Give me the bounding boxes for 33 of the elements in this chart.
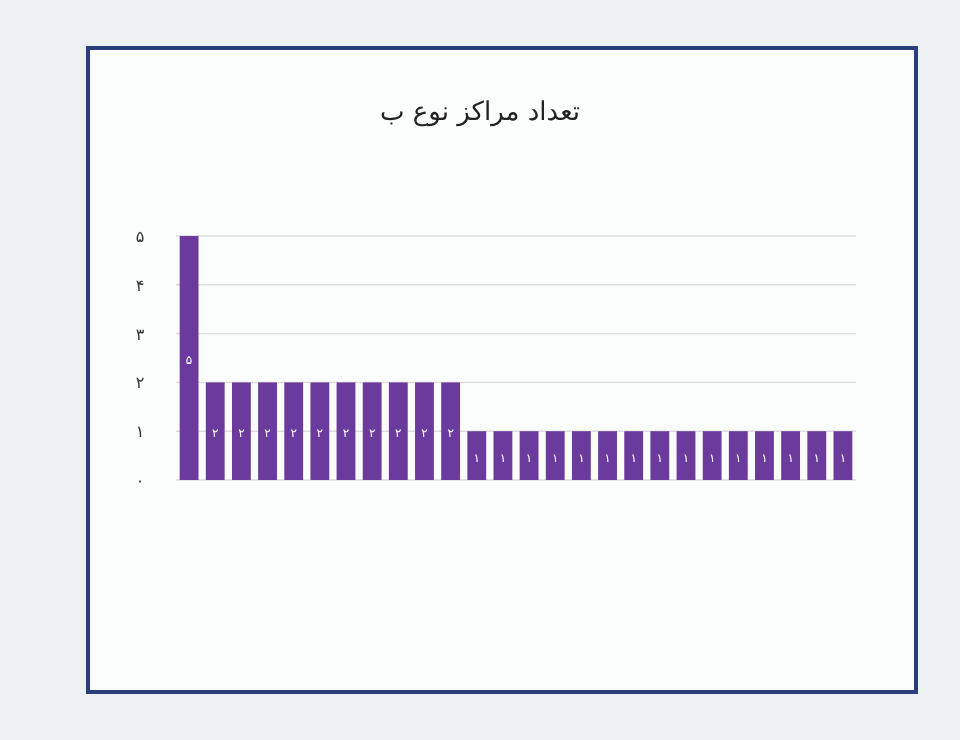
bar <box>624 431 644 480</box>
bar <box>545 431 565 480</box>
bar <box>833 431 853 480</box>
bar <box>310 382 330 480</box>
y-tick-label: ۰ <box>135 472 145 490</box>
bar <box>441 382 461 480</box>
bar <box>415 382 434 480</box>
bar <box>493 431 513 480</box>
chart-title: تعداد مراکز نوع ب <box>380 98 581 128</box>
bar <box>519 431 539 480</box>
bar <box>362 382 382 480</box>
bar <box>258 382 277 480</box>
bar <box>231 382 251 480</box>
bar <box>571 431 591 480</box>
y-tick-label: ۲ <box>135 374 145 393</box>
bar <box>598 431 617 480</box>
bar <box>728 431 748 480</box>
bar <box>284 382 304 480</box>
y-tick-label: ۴ <box>135 276 145 295</box>
bar <box>336 382 356 480</box>
bar <box>755 431 774 480</box>
bar <box>179 236 199 480</box>
y-tick-label: ۵ <box>135 228 145 246</box>
bar <box>650 431 670 480</box>
bar <box>388 382 408 480</box>
bar <box>781 431 801 480</box>
y-tick-label: ۱ <box>135 423 145 442</box>
bar <box>702 431 722 480</box>
y-tick-label: ۳ <box>135 325 146 344</box>
bar <box>205 382 225 480</box>
bar <box>467 431 487 480</box>
bar <box>676 431 696 480</box>
bar <box>807 431 827 480</box>
